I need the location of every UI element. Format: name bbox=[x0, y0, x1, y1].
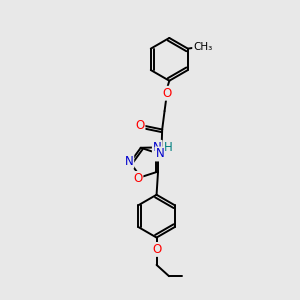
Text: N: N bbox=[153, 141, 162, 154]
Text: O: O bbox=[135, 118, 145, 131]
Text: CH₃: CH₃ bbox=[193, 42, 212, 52]
Text: H: H bbox=[164, 141, 172, 154]
Text: O: O bbox=[162, 87, 172, 100]
Text: N: N bbox=[124, 155, 133, 168]
Text: O: O bbox=[152, 243, 161, 256]
Text: N: N bbox=[155, 148, 164, 160]
Text: O: O bbox=[133, 172, 142, 185]
